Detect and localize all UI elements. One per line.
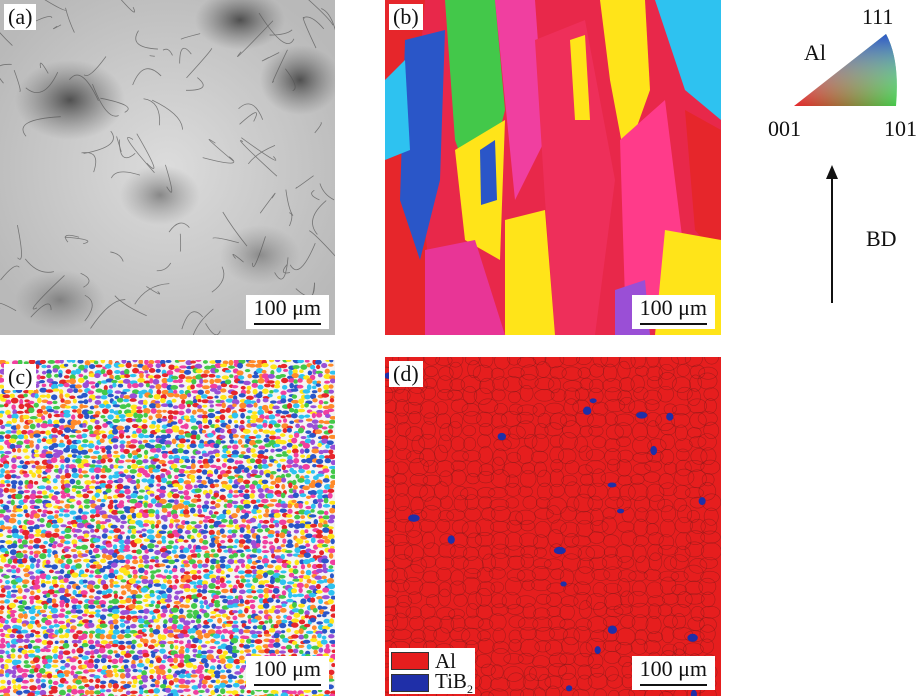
- panel-b-scale-text: 100 μm: [640, 295, 707, 320]
- panel-b-scale-line: [640, 323, 707, 325]
- ipf-color-key: Al 111 001 101: [768, 0, 920, 140]
- phase-map-image: [385, 357, 721, 696]
- build-direction-arrow-icon: [820, 165, 844, 305]
- panel-b-scalebar: 100 μm: [632, 295, 715, 329]
- panel-c-label: (c): [4, 364, 36, 390]
- legend-label-tib2: TiB2: [435, 669, 473, 697]
- panel-d-label: (d): [389, 361, 423, 387]
- ipf-corner-111: 111: [862, 4, 893, 30]
- legend-item-tib2: TiB2: [391, 672, 473, 694]
- legend-swatch-al: [391, 652, 429, 670]
- panel-c-scale-text: 100 μm: [254, 656, 321, 681]
- micrograph-image: [0, 0, 335, 335]
- ebsd-ipf-image: [385, 0, 721, 335]
- panel-d-scale-line: [640, 684, 707, 686]
- panel-d-scalebar: 100 μm: [632, 656, 715, 690]
- phase-legend: Al TiB2: [389, 648, 475, 694]
- build-direction-label: BD: [866, 226, 897, 252]
- panel-c-scalebar: 100 μm: [246, 656, 329, 690]
- panel-c-scale-line: [254, 684, 321, 686]
- panel-d-phase-map: (d) 100 μm: [385, 357, 721, 696]
- panel-a-scalebar: 100 μm: [246, 295, 329, 329]
- ipf-phase-label: Al: [804, 40, 826, 66]
- panel-a-label: (a): [4, 4, 36, 30]
- panel-a-scale-line: [254, 323, 321, 325]
- legend-swatch-tib2: [391, 674, 429, 692]
- panel-a-micrograph: (a) 100 μm: [0, 0, 335, 335]
- panel-a-scale-text: 100 μm: [254, 295, 321, 320]
- ipf-corner-101: 101: [884, 116, 917, 142]
- ebsd-fine-grain-image: [0, 360, 335, 696]
- panel-d-scale-text: 100 μm: [640, 656, 707, 681]
- panel-b-ebsd-map: (b) 100 μm: [385, 0, 721, 335]
- panel-c-ebsd-map: (c) 100 μm: [0, 360, 335, 696]
- panel-b-label: (b): [389, 4, 423, 30]
- ipf-corner-001: 001: [768, 116, 801, 142]
